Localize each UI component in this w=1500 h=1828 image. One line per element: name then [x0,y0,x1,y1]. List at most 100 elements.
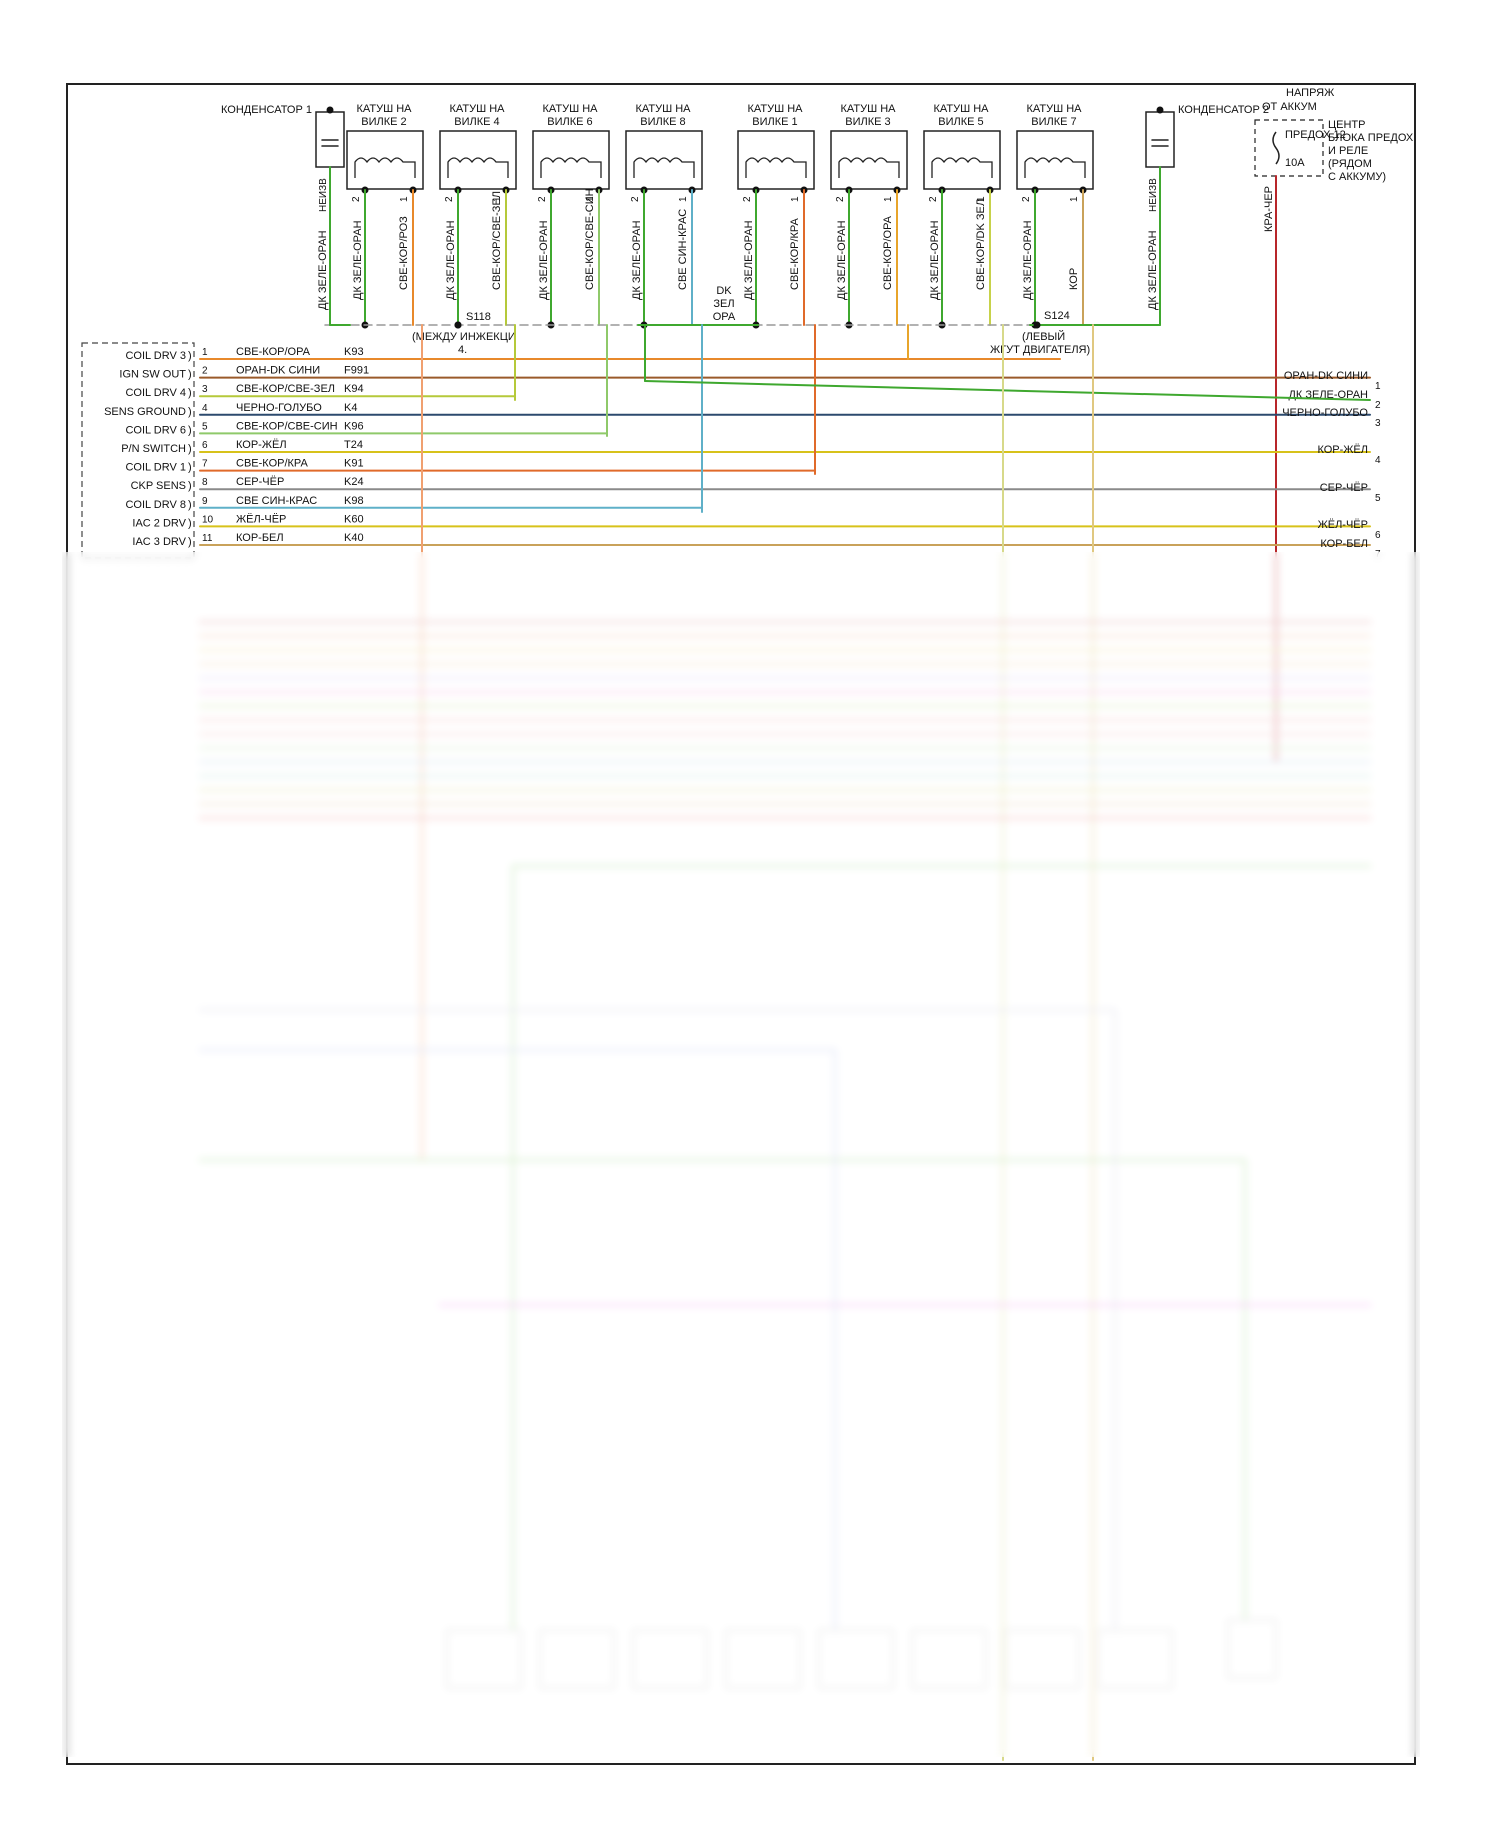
fuse-icon [1272,131,1280,165]
pin-num: 1 [492,196,503,202]
splice-label: S118 [466,311,491,323]
mid-wire-label: DK [716,285,732,297]
pin-circuit: K98 [344,495,364,507]
pin-circuit: K93 [344,346,364,358]
wire-label: СВЕ-КОР/ОРА [882,215,894,290]
pin-num: 2 [537,196,548,202]
wire-label: КОР [1068,268,1080,290]
pin-signal: IGN SW OUT [119,369,186,381]
coil-label: КАТУШ НА [635,103,691,115]
right-output: ЖЁЛ-ЧЁР 6 [1318,519,1381,541]
pin-wire-color: ЧЕРНО-ГОЛУБО [236,402,322,414]
pin-number: 2 [202,366,208,377]
mid-wire-label: ЗЕЛ [713,298,734,310]
pin-circuit: K60 [344,513,364,525]
coil-winding-icon [1024,157,1086,178]
coil-label: ВИЛКЕ 6 [547,116,592,128]
blurred-region [62,552,1420,1757]
wire-label: ДК ЗЕЛЕ-ОРАН [1147,230,1159,310]
pcm-pin-row: COIL DRV 6) 5 СВЕ-КОР/СВЕ-СИН K96 [125,420,363,436]
pcm-pin-row: IAC 2 DRV) 10 ЖЁЛ-ЧЁР K60 [132,513,363,529]
pin-circuit: K91 [344,458,364,470]
output-label: КОР-ЖЁЛ [1317,444,1368,456]
right-output: СЕР-ЧЁР 5 [1320,482,1381,504]
pcm-pin-row: P/N SWITCH) 6 КОР-ЖЁЛ T24 [121,439,363,455]
pcm-pin-row: IGN SW OUT) 2 ОРАН-DK СИНИ F991 [119,365,369,381]
coil-label: КАТУШ НА [840,103,896,115]
mid-wire-label: ОРА [713,311,736,323]
coil-box [830,130,908,190]
coil-label: КАТУШ НА [542,103,598,115]
splice-note: ЖГУТ ДВИГАТЕЛЯ) [990,344,1090,356]
wire-label: ДК ЗЕЛЕ-ОРАН [836,220,848,300]
output-wire [644,380,1371,401]
pin-num: 2 [444,196,455,202]
coil-box [737,130,815,190]
output-num: 1 [1375,381,1381,392]
wire-label: ДК ЗЕЛЕ-ОРАН [445,220,457,300]
pin-wire-color: СЕР-ЧЁР [236,476,284,488]
coil-label: КАТУШ НА [747,103,803,115]
pin-num: 2 [928,196,939,202]
wire-label: СВЕ-КОР/СВЕ-ЗЕЛ [491,191,503,290]
pin-signal: COIL DRV 6 [125,424,186,436]
coil-box [532,130,610,190]
output-num: 5 [1375,493,1381,504]
fuse-location: С АККУМУ) [1328,171,1386,183]
pin-circuit: K4 [344,402,357,414]
pin-signal: COIL DRV 4 [125,387,186,399]
pin-wire-color: СВЕ-КОР/ОРА [236,346,311,358]
fuse-location: ЦЕНТР [1328,119,1365,131]
splice-label: S124 [1044,310,1070,322]
pin-wire-color: СВЕ-КОР/КРА [236,458,309,470]
coil-box [439,130,517,190]
coil-label: ВИЛКЕ 8 [640,116,685,128]
pin-wire-color: КОР-ЖЁЛ [236,439,287,451]
wire-tag: НЕИЗВ [318,178,329,212]
pin-signal: SENS GROUND [104,406,186,418]
coil-box [346,130,424,190]
coil-label: ВИЛКЕ 2 [361,116,406,128]
pin-wire-color: ЖЁЛ-ЧЁР [236,513,286,525]
wire-label: ДК ЗЕЛЕ-ОРАН [929,220,941,300]
coil-winding-icon [354,157,416,178]
splice-note: (МЕЖДУ ИНЖЕКЦИ [412,331,516,343]
pin-number: 3 [202,384,208,395]
pin-bracket: ) [188,369,192,381]
pin-circuit: K24 [344,476,364,488]
fuse-location: БЛОКА ПРЕДОХ [1328,132,1414,144]
pin-num: 1 [883,196,894,202]
coil-box [625,130,703,190]
pin-number: 9 [202,496,208,507]
coil-label: ВИЛКЕ 7 [1031,116,1076,128]
wire-label: ДК ЗЕЛЕ-ОРАН [317,230,329,310]
wire-label: СВЕ-КОР/КРА [789,217,801,290]
pin-bracket: ) [188,443,192,455]
pin-num: 2 [835,196,846,202]
splice-note: (ЛЕВЫЙ [1022,330,1065,343]
pin-bracket: ) [188,499,192,511]
pin-wire-color: ОРАН-DK СИНИ [236,365,320,377]
pin-bracket: ) [188,424,192,436]
wire-label: КРА-ЧЕР [1263,186,1275,232]
pin-circuit: F991 [344,365,369,377]
pcm-pin-row: CKP SENS) 8 СЕР-ЧЁР K24 [131,476,364,492]
pin-num: 1 [585,196,596,202]
coil-label: КАТУШ НА [449,103,505,115]
wire-label: СВЕ-КОР/DK ЗЕЛ [975,199,987,290]
coil-winding-icon [931,157,993,178]
pin-num: 1 [678,196,689,202]
output-num: 6 [1375,530,1381,541]
coil-winding-icon [633,157,695,178]
output-label: СЕР-ЧЁР [1320,482,1368,494]
pin-bracket: ) [188,480,192,492]
pin-circuit: K96 [344,420,364,432]
coil-label: КАТУШ НА [356,103,412,115]
fuse-name: ПРЕДОХ 12 [1285,129,1346,141]
output-num: 4 [1375,455,1381,466]
pin-number: 8 [202,477,208,488]
